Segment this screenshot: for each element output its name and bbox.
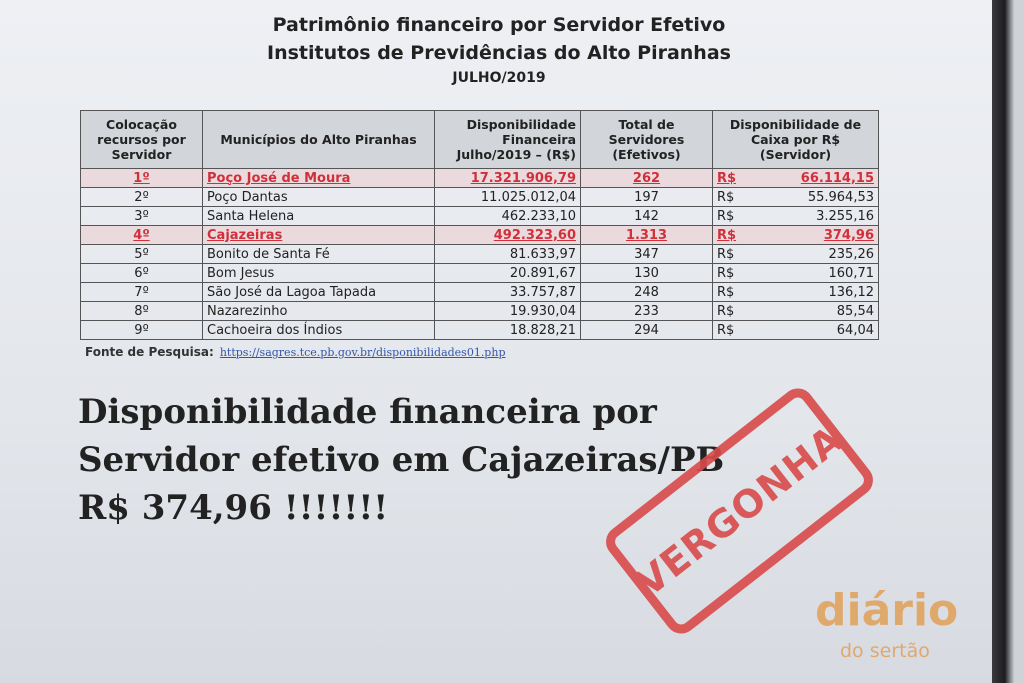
servidores-cell: 142 [580, 206, 713, 226]
rank-cell: 5º [80, 244, 203, 264]
financeira-cell: 20.891,67 [434, 263, 581, 283]
table-row: 1º Poço José de Moura 17.321.906,79 262 R$ 66… [80, 168, 879, 188]
currency-label: R$ [717, 265, 735, 281]
table-row: 7º São José da Lagoa Tapada 33.757,87 248 R$… [80, 282, 879, 302]
currency-label: R$ [717, 189, 735, 205]
por-servidor-cell: R$ 66.114,15 [712, 168, 879, 188]
currency-label: R$ [717, 284, 735, 300]
municipio-cell: Poço Dantas [202, 187, 435, 207]
por-servidor-cell: R$ 55.964,53 [712, 187, 879, 207]
currency-label: R$ [717, 170, 737, 186]
ranking-table: Colocação recursos por Servidor Município… [80, 110, 879, 340]
servidores-cell: 248 [580, 282, 713, 302]
page-edge [992, 0, 1024, 683]
municipio-cell: Santa Helena [202, 206, 435, 226]
financeira-cell: 81.633,97 [434, 244, 581, 264]
municipio-cell: Bonito de Santa Fé [202, 244, 435, 264]
municipio-cell: São José da Lagoa Tapada [202, 282, 435, 302]
watermark-logo: diário [815, 585, 959, 636]
table-row: 8º Nazarezinho 19.930,04 233 R$ 85,54 [80, 301, 879, 321]
por-servidor-value: 160,71 [828, 265, 875, 281]
municipio-cell: Poço José de Moura [202, 168, 435, 188]
financeira-cell: 11.025.012,04 [434, 187, 581, 207]
financeira-cell: 33.757,87 [434, 282, 581, 302]
financeira-cell: 492.323,60 [434, 225, 581, 245]
por-servidor-cell: R$ 374,96 [712, 225, 879, 245]
document-page: Patrimônio financeiro por Servidor Efeti… [0, 0, 998, 683]
rank-cell: 8º [80, 301, 203, 321]
por-servidor-cell: R$ 235,26 [712, 244, 879, 264]
column-header: Disponibilidade de Caixa por R$ (Servido… [712, 110, 879, 169]
servidores-cell: 347 [580, 244, 713, 264]
por-servidor-cell: R$ 85,54 [712, 301, 879, 321]
por-servidor-value: 374,96 [823, 227, 874, 243]
table-row: 2º Poço Dantas 11.025.012,04 197 R$ 55.964,53 [80, 187, 879, 207]
currency-label: R$ [717, 246, 735, 262]
table-row: 4º Cajazeiras 492.323,60 1.313 R$ 374,96 [80, 225, 879, 245]
financeira-cell: 18.828,21 [434, 320, 581, 340]
servidores-cell: 197 [580, 187, 713, 207]
financeira-cell: 19.930,04 [434, 301, 581, 321]
currency-label: R$ [717, 303, 735, 319]
municipio-cell: Bom Jesus [202, 263, 435, 283]
rank-cell: 2º [80, 187, 203, 207]
currency-label: R$ [717, 227, 737, 243]
por-servidor-cell: R$ 64,04 [712, 320, 879, 340]
column-header: Colocação recursos por Servidor [80, 110, 203, 169]
table-row: 6º Bom Jesus 20.891,67 130 R$ 160,71 [80, 263, 879, 283]
por-servidor-value: 55.964,53 [807, 189, 874, 205]
por-servidor-cell: R$ 3.255,16 [712, 206, 879, 226]
rank-cell: 1º [80, 168, 203, 188]
watermark-subtitle: do sertão [840, 640, 930, 662]
table-row: 9º Cachoeira dos Índios 18.828,21 294 R$ 64,0… [80, 320, 879, 340]
municipio-cell: Cachoeira dos Índios [202, 320, 435, 340]
servidores-cell: 1.313 [580, 225, 713, 245]
title-line-2: Institutos de Previdências do Alto Piran… [267, 42, 731, 64]
currency-label: R$ [717, 208, 735, 224]
servidores-cell: 233 [580, 301, 713, 321]
municipio-cell: Nazarezinho [202, 301, 435, 321]
column-header: Disponibilidade Financeira Julho/2019 – … [434, 110, 581, 169]
title-line-1: Patrimônio financeiro por Servidor Efeti… [272, 14, 726, 36]
title-line-3: JULHO/2019 [452, 70, 546, 86]
por-servidor-value: 3.255,16 [816, 208, 874, 224]
source-label: Fonte de Pesquisa: [85, 345, 214, 359]
statement-line-3: R$ 374,96 !!!!!!! [78, 488, 389, 528]
por-servidor-cell: R$ 136,12 [712, 282, 879, 302]
table-row: 5º Bonito de Santa Fé 81.633,97 347 R$ 235,26 [80, 244, 879, 264]
statement: Disponibilidade financeira por Servidor … [78, 388, 724, 532]
por-servidor-value: 64,04 [836, 322, 874, 338]
rank-cell: 6º [80, 263, 203, 283]
rank-cell: 9º [80, 320, 203, 340]
column-header: Total de Servidores (Efetivos) [580, 110, 713, 169]
rank-cell: 7º [80, 282, 203, 302]
servidores-cell: 130 [580, 263, 713, 283]
statement-line-1: Disponibilidade financeira por [78, 392, 657, 432]
municipio-cell: Cajazeiras [202, 225, 435, 245]
servidores-cell: 262 [580, 168, 713, 188]
rank-cell: 4º [80, 225, 203, 245]
column-header: Municípios do Alto Piranhas [202, 110, 435, 169]
servidores-cell: 294 [580, 320, 713, 340]
source-link[interactable]: https://sagres.tce.pb.gov.br/disponibili… [219, 346, 506, 359]
rank-cell: 3º [80, 206, 203, 226]
por-servidor-value: 136,12 [828, 284, 875, 300]
por-servidor-value: 66.114,15 [800, 170, 874, 186]
financeira-cell: 462.233,10 [434, 206, 581, 226]
currency-label: R$ [717, 322, 735, 338]
statement-line-2: Servidor efetivo em Cajazeiras/PB [78, 440, 725, 480]
source: Fonte de Pesquisa: https://sagres.tce.pb.… [85, 345, 505, 359]
por-servidor-value: 235,26 [828, 246, 875, 262]
financeira-cell: 17.321.906,79 [434, 168, 581, 188]
por-servidor-cell: R$ 160,71 [712, 263, 879, 283]
por-servidor-value: 85,54 [836, 303, 874, 319]
table-row: 3º Santa Helena 462.233,10 142 R$ 3.255,16 [80, 206, 879, 226]
